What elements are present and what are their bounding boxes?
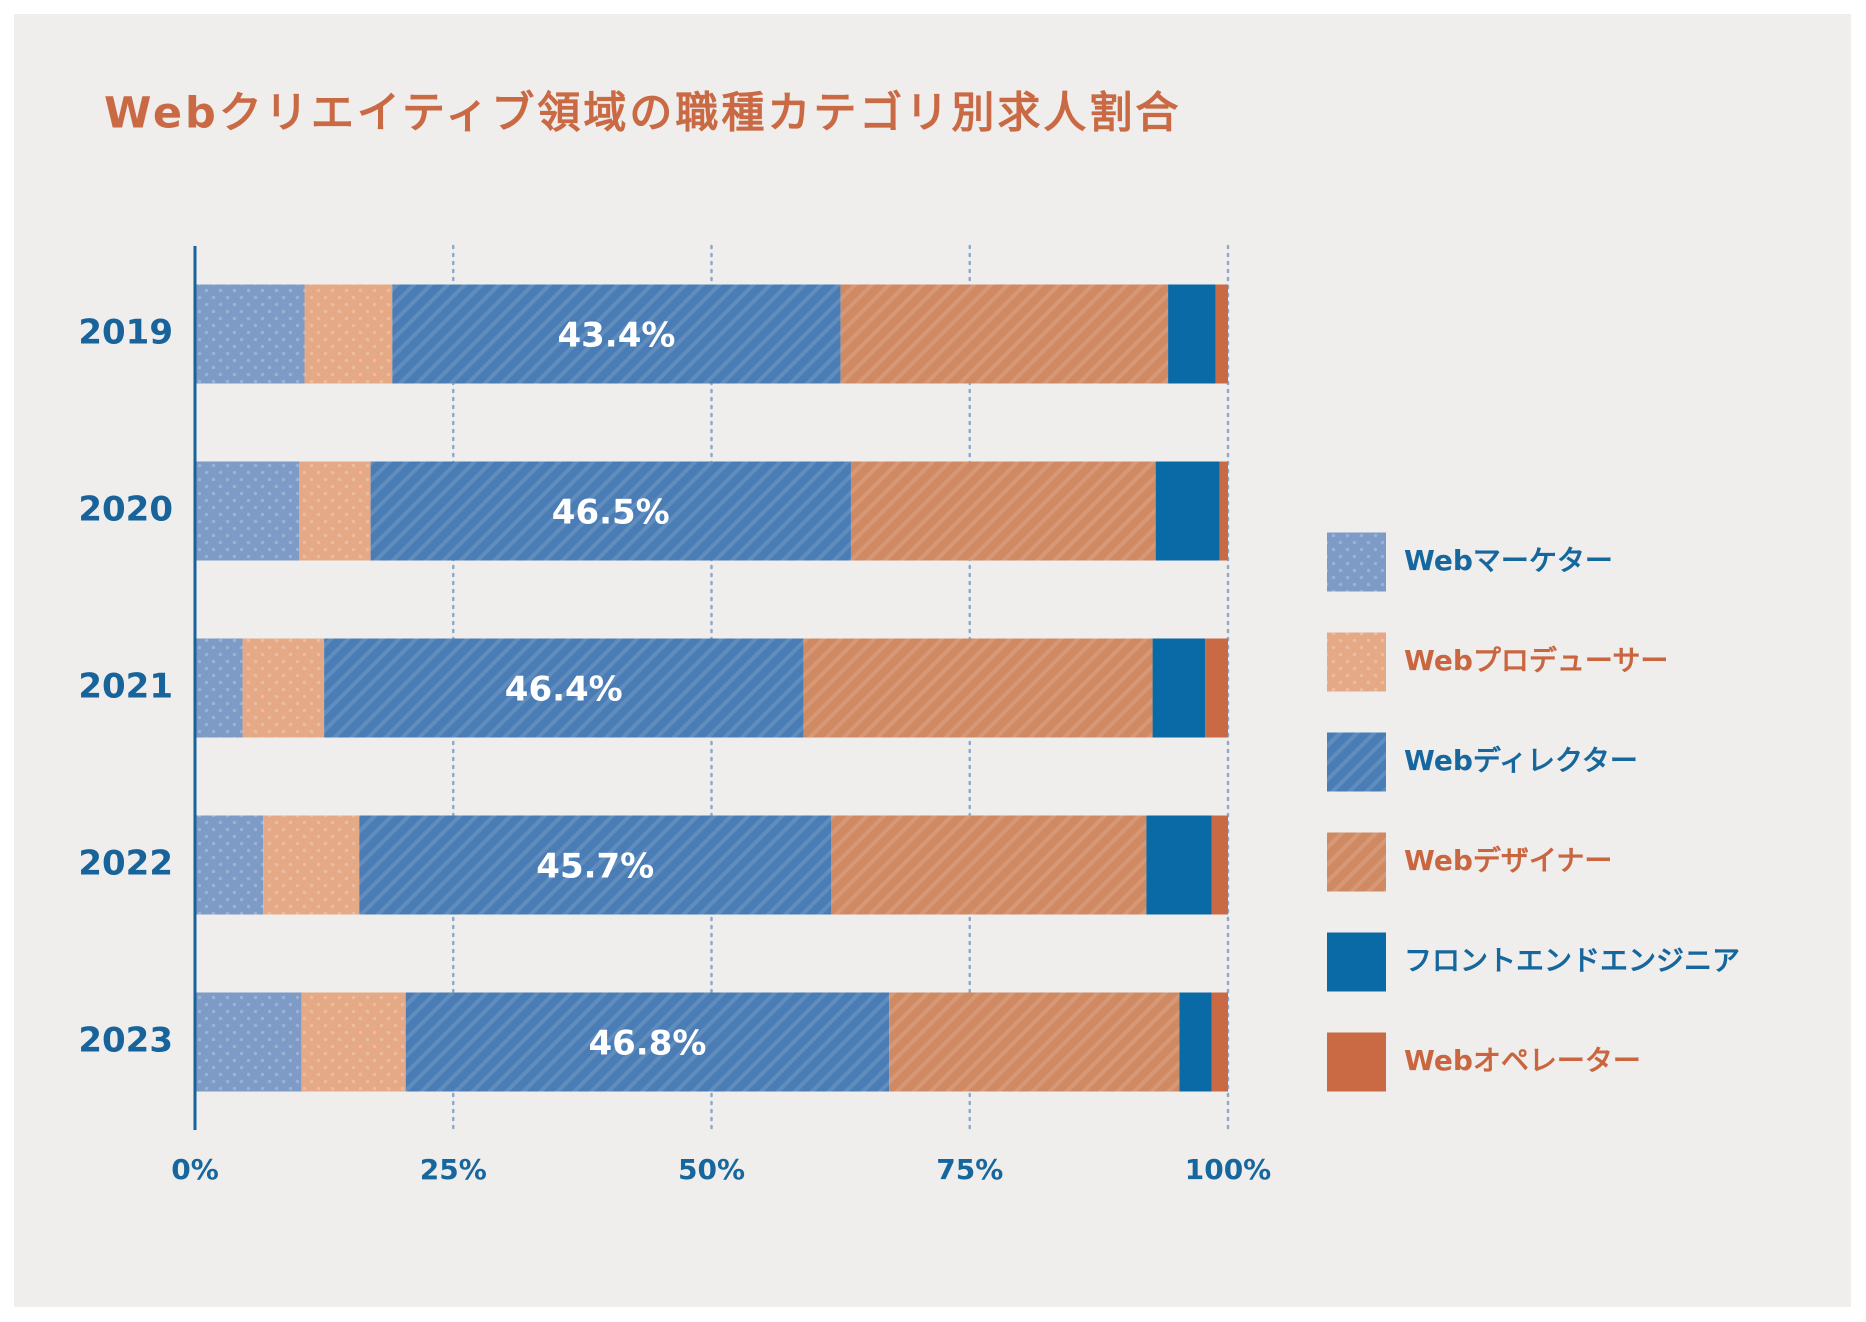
bar-segment [831, 815, 1147, 915]
bar-segment [1168, 284, 1216, 384]
bar-segment [1179, 992, 1212, 1092]
chart-title: Webクリエイティブ領域の職種カテゴリ別求人割合 [104, 89, 1181, 139]
legend-swatch [1327, 1032, 1386, 1092]
bar-segment [889, 992, 1180, 1092]
bar-segment [195, 638, 243, 738]
value-label: 45.7% [536, 847, 654, 887]
value-label: 46.8% [588, 1024, 706, 1064]
bar-segment [392, 284, 841, 384]
legend-label: Webプロデューサー [1404, 644, 1668, 677]
bar-segment [1219, 461, 1228, 561]
legend-swatch [1327, 832, 1386, 892]
bar-segment [850, 461, 1156, 561]
bar-segment [1152, 638, 1206, 738]
bar-segment [1211, 815, 1228, 915]
legend-swatch [1327, 532, 1386, 592]
legend-swatch [1327, 932, 1386, 992]
bar-segment [370, 461, 851, 561]
legend-label: Webオペレーター [1404, 1044, 1641, 1077]
bar-segment [263, 815, 360, 915]
legend-label: Webマーケター [1404, 544, 1613, 577]
bar-segment [301, 992, 406, 1092]
value-label: 43.4% [557, 316, 675, 356]
x-tick-label: 75% [936, 1153, 1003, 1186]
value-label: 46.4% [505, 670, 623, 710]
y-tick-label: 2021 [78, 667, 173, 707]
bar-segment [1146, 815, 1212, 915]
legend-swatch [1327, 732, 1386, 792]
bar-segment [242, 638, 325, 738]
bar-segment [1211, 992, 1228, 1092]
y-tick-label: 2023 [78, 1021, 173, 1061]
bar-segment [840, 284, 1169, 384]
bar-segment [359, 815, 832, 915]
bar-segment [195, 461, 300, 561]
x-tick-label: 25% [420, 1153, 487, 1186]
legend-label: Webディレクター [1404, 744, 1638, 777]
bar-segment [195, 992, 302, 1092]
bar-segment [1155, 461, 1220, 561]
y-tick-label: 2022 [78, 844, 173, 884]
legend-label: Webデザイナー [1404, 844, 1612, 877]
bar-segment [195, 284, 305, 384]
bar-segment [405, 992, 890, 1092]
bar-segment [1215, 284, 1228, 384]
y-tick-label: 2020 [78, 490, 173, 530]
x-tick-label: 100% [1185, 1153, 1272, 1186]
bar-segment [304, 284, 393, 384]
value-label: 46.5% [552, 493, 670, 533]
bar-segment [803, 638, 1153, 738]
y-tick-label: 2019 [78, 313, 173, 353]
bar-segment [299, 461, 371, 561]
bar-segment [195, 815, 264, 915]
bar-segment [1205, 638, 1228, 738]
bar-segment [324, 638, 804, 738]
legend-label: フロントエンドエンジニア [1404, 944, 1740, 977]
x-tick-label: 50% [678, 1153, 745, 1186]
legend-swatch [1327, 632, 1386, 692]
x-tick-label: 0% [171, 1153, 219, 1186]
